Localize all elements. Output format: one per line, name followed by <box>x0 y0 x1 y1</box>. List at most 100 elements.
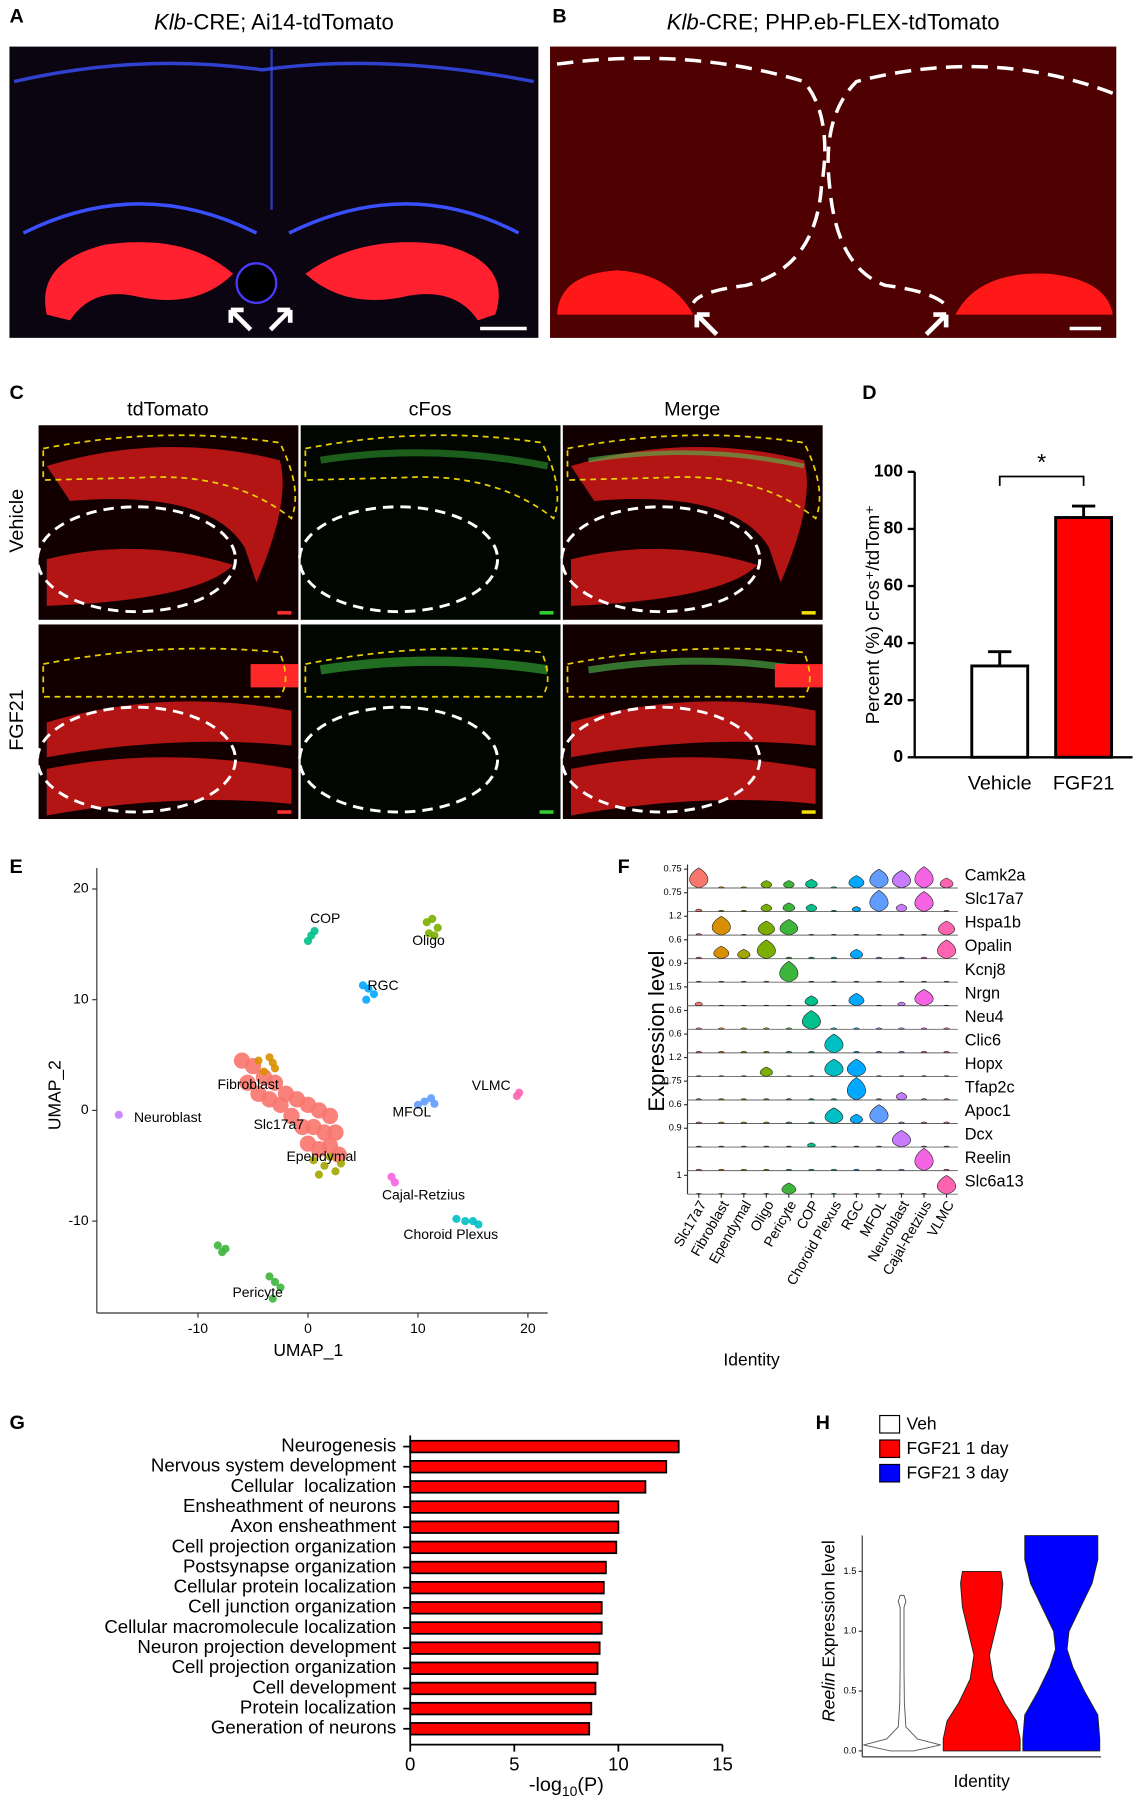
violin <box>898 1192 905 1195</box>
violin <box>869 889 889 912</box>
violin <box>759 1066 773 1077</box>
violin <box>808 1051 815 1054</box>
category-label: Generation of neurons <box>211 1717 396 1738</box>
violin <box>740 1121 747 1124</box>
category-label: Postsynapse organization <box>183 1555 396 1576</box>
violin <box>718 1168 725 1171</box>
y-axis-label: Percent (%) cFos⁺/tdTom⁺ <box>862 505 883 724</box>
y-label-italic: Reelin <box>818 1672 838 1722</box>
violin <box>808 1121 815 1124</box>
y-tick-label: 0.5 <box>843 1686 856 1696</box>
violin <box>779 960 799 983</box>
category-label: Cellular localization <box>231 1475 397 1496</box>
x-axis-label: Identity <box>723 1349 780 1369</box>
point <box>239 1074 256 1091</box>
violin <box>1022 1535 1101 1752</box>
y-tick-label: 1.0 <box>843 1626 856 1636</box>
violin <box>895 1092 908 1101</box>
violin <box>943 910 950 912</box>
y-tick-label: 0.75 <box>664 1076 682 1086</box>
violin <box>718 1004 724 1007</box>
gene-label: Kcnj8 <box>965 961 1006 979</box>
violin <box>756 939 776 959</box>
x-tick-label: 0 <box>304 1320 312 1336</box>
violin <box>785 1168 792 1171</box>
category-label: Neuron projection development <box>137 1636 397 1657</box>
violin <box>921 1192 927 1195</box>
violin <box>808 1168 815 1171</box>
cluster-label: Cajal-Retzius <box>382 1187 465 1203</box>
violin <box>831 934 837 936</box>
violin <box>804 995 819 1007</box>
violin <box>695 908 703 912</box>
violin <box>920 1027 928 1030</box>
bar <box>409 1641 601 1655</box>
micrograph-grid <box>35 425 823 820</box>
gene-label: Slc17a7 <box>965 890 1024 908</box>
point <box>276 1283 285 1292</box>
violin <box>695 1098 702 1101</box>
violin <box>849 948 863 959</box>
category-label: Cell projection organization <box>172 1656 397 1677</box>
point <box>270 1277 280 1287</box>
y-tick-label: 0 <box>893 746 903 766</box>
panel-label: A <box>9 6 23 28</box>
violin <box>763 1004 769 1007</box>
violin <box>740 910 747 912</box>
violin <box>892 1130 911 1148</box>
x-tick-label: 20 <box>520 1320 536 1336</box>
violin <box>785 1121 792 1124</box>
point <box>327 1124 344 1141</box>
y-tick-label: 1.5 <box>669 981 682 991</box>
violin <box>824 1058 844 1077</box>
violin <box>741 1192 747 1195</box>
violin <box>831 1004 837 1007</box>
x-tick-label: 10 <box>608 1754 629 1775</box>
violin <box>943 1145 950 1148</box>
point <box>309 1156 318 1165</box>
violin <box>779 919 799 936</box>
violin <box>831 980 837 983</box>
violin <box>943 1075 950 1077</box>
violin <box>898 1168 905 1171</box>
point <box>461 1217 470 1226</box>
violin <box>892 870 911 889</box>
bar <box>409 1480 647 1494</box>
legend-swatch <box>879 1463 901 1483</box>
violin <box>689 867 709 889</box>
violin <box>853 1192 860 1195</box>
violin <box>921 934 927 936</box>
violin <box>741 934 747 936</box>
cluster-label: Neuroblast <box>134 1109 202 1125</box>
violin <box>741 1075 747 1077</box>
x-tick-label: 15 <box>712 1754 733 1775</box>
violin <box>808 1098 815 1101</box>
violin <box>914 989 934 1007</box>
violin <box>740 1098 747 1101</box>
violin <box>875 1168 882 1171</box>
gene-label: Clic6 <box>965 1031 1001 1049</box>
point <box>336 1159 346 1168</box>
point <box>390 1178 399 1187</box>
violin <box>808 980 815 983</box>
violin <box>943 1121 950 1124</box>
violin <box>760 903 772 912</box>
cluster-label: COP <box>310 910 340 926</box>
category-label: Axon ensheathment <box>231 1515 397 1536</box>
gene-label: Hspa1b <box>965 914 1021 932</box>
violin <box>895 903 908 912</box>
y-tick-label: 0.6 <box>669 1005 682 1015</box>
point <box>474 1220 483 1229</box>
gene-label: Slc6a13 <box>965 1173 1024 1191</box>
violin <box>898 934 905 936</box>
panel-title: Klb-CRE; Ai14-tdTomato <box>154 9 394 34</box>
micrograph <box>550 46 1117 338</box>
violin <box>897 1001 906 1007</box>
point <box>254 1056 263 1065</box>
violin <box>943 1027 950 1030</box>
point <box>428 914 437 923</box>
violin <box>782 902 796 912</box>
x-axis-label: UMAP_1 <box>273 1340 343 1361</box>
